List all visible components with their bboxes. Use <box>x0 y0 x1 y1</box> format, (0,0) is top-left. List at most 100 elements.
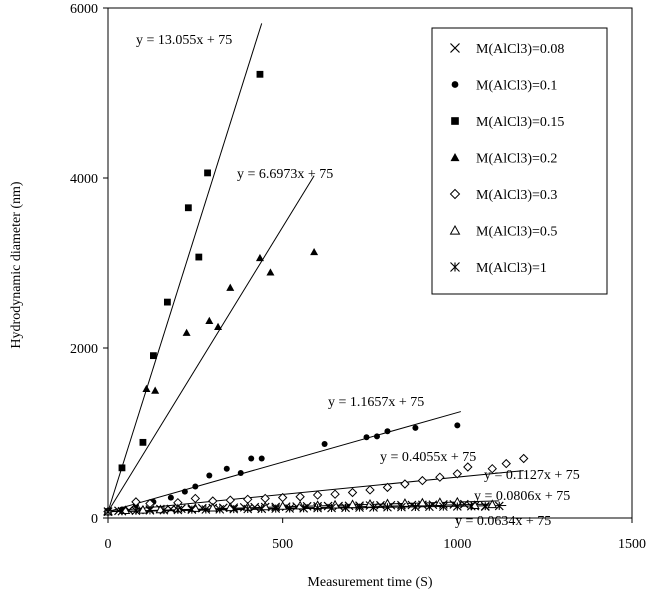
data-point <box>255 253 264 262</box>
data-points-group <box>103 70 529 517</box>
data-point <box>310 247 319 256</box>
marker-dot <box>384 428 391 435</box>
marker-dot <box>223 465 230 472</box>
marker-diamond <box>452 469 463 479</box>
marker-asterisk <box>450 262 460 272</box>
data-point <box>195 253 203 261</box>
marker-x <box>376 500 385 510</box>
marker-asterisk <box>257 504 267 514</box>
trendline <box>107 23 263 512</box>
data-point <box>487 499 498 509</box>
marker-triangle <box>214 322 223 330</box>
data-point <box>382 482 393 493</box>
data-point <box>313 503 322 513</box>
legend-entry: M(AlCl3)=0.3 <box>449 188 557 203</box>
marker-diamond <box>518 453 529 464</box>
data-point <box>347 487 358 498</box>
marker-asterisk <box>103 507 113 517</box>
marker-square <box>195 253 203 261</box>
marker-diamond <box>400 479 410 489</box>
marker-asterisk <box>341 503 350 513</box>
data-point <box>452 502 462 511</box>
data-point <box>103 507 113 517</box>
data-point <box>150 352 157 360</box>
marker-diamond <box>295 492 305 502</box>
marker-open-triangle <box>400 498 410 507</box>
marker-dot <box>373 433 380 440</box>
data-point <box>256 70 264 78</box>
marker-diamond <box>463 462 473 472</box>
data-point <box>214 322 223 330</box>
data-point <box>417 475 428 486</box>
data-point <box>487 463 497 474</box>
marker-dot <box>181 488 188 495</box>
marker-triangle <box>142 384 151 392</box>
marker-asterisk <box>383 502 392 512</box>
legend: M(AlCl3)=0.08 M(AlCl3)=0.1 M(AlCl3)=0.15 M(… <box>431 27 608 295</box>
series-asterisk <box>103 501 504 517</box>
legend-entry: M(AlCl3)=0.08 <box>450 42 564 57</box>
marker-asterisk <box>215 504 225 514</box>
data-point <box>237 469 244 476</box>
marker-asterisk <box>201 505 211 514</box>
data-point <box>248 455 255 462</box>
data-point <box>424 502 434 512</box>
marker-open-triangle <box>449 224 461 235</box>
marker-square <box>163 298 171 306</box>
trendline-equations-group: y = 13.055x + 75 y = 6.6973x + 75 y = 1.16… <box>136 33 580 529</box>
marker-dot <box>192 483 199 490</box>
marker-asterisk <box>145 505 155 515</box>
axis-ticks-group: 0 500 1000 1500 0 2000 4000 6000 <box>70 2 646 552</box>
marker-asterisk <box>327 503 336 513</box>
legend-label: M(AlCl3)=0.5 <box>476 225 557 240</box>
legend-marker <box>450 262 460 272</box>
x-tick-label: 0 <box>105 537 112 552</box>
data-point <box>412 424 419 431</box>
legend-marker <box>451 81 459 88</box>
data-point <box>190 493 201 504</box>
marker-diamond <box>449 188 461 200</box>
trendline-equation: y = 0.1127x + 75 <box>484 468 580 483</box>
legend-entry: M(AlCl3)=0.1 <box>451 79 557 94</box>
marker-open-triangle <box>138 504 148 514</box>
data-point <box>285 504 295 513</box>
marker-square <box>204 169 211 177</box>
data-point <box>454 422 461 429</box>
data-point <box>205 316 214 324</box>
x-tick-label: 500 <box>272 537 293 552</box>
marker-triangle <box>182 328 191 336</box>
marker-dot <box>248 455 255 462</box>
marker-dot <box>167 494 174 501</box>
legend-entry: M(AlCl3)=0.2 <box>450 152 557 167</box>
data-point <box>295 492 305 502</box>
data-point <box>327 503 336 513</box>
marker-asterisk <box>229 504 239 514</box>
marker-dot <box>206 472 213 479</box>
data-point <box>192 483 199 490</box>
marker-asterisk <box>494 501 504 511</box>
data-point <box>207 502 218 512</box>
trendline-equation: y = 0.0806x + 75 <box>474 489 570 504</box>
data-point <box>494 501 504 511</box>
trendline-equation: y = 6.6973x + 75 <box>237 167 333 182</box>
marker-asterisk <box>355 503 364 513</box>
data-point <box>355 503 364 513</box>
legend-entry: M(AlCl3)=0.5 <box>449 224 557 240</box>
marker-open-triangle <box>435 497 445 506</box>
data-point <box>145 505 155 515</box>
marker-diamond <box>347 487 358 498</box>
y-tick-label: 2000 <box>70 342 98 357</box>
data-point <box>257 504 267 514</box>
x-axis-label: Measurement time (S) <box>307 575 433 590</box>
legend-label: M(AlCl3)=0.15 <box>476 115 564 130</box>
marker-asterisk <box>452 502 462 511</box>
data-point <box>299 503 309 513</box>
marker-dot <box>412 424 419 431</box>
legend-label: M(AlCl3)=1 <box>476 261 547 276</box>
data-point <box>363 434 370 441</box>
marker-diamond <box>382 482 393 493</box>
data-point <box>383 502 392 512</box>
marker-diamond <box>365 485 375 495</box>
trendline-equation: y = 0.0634x + 75 <box>455 514 551 529</box>
data-point <box>181 488 188 495</box>
